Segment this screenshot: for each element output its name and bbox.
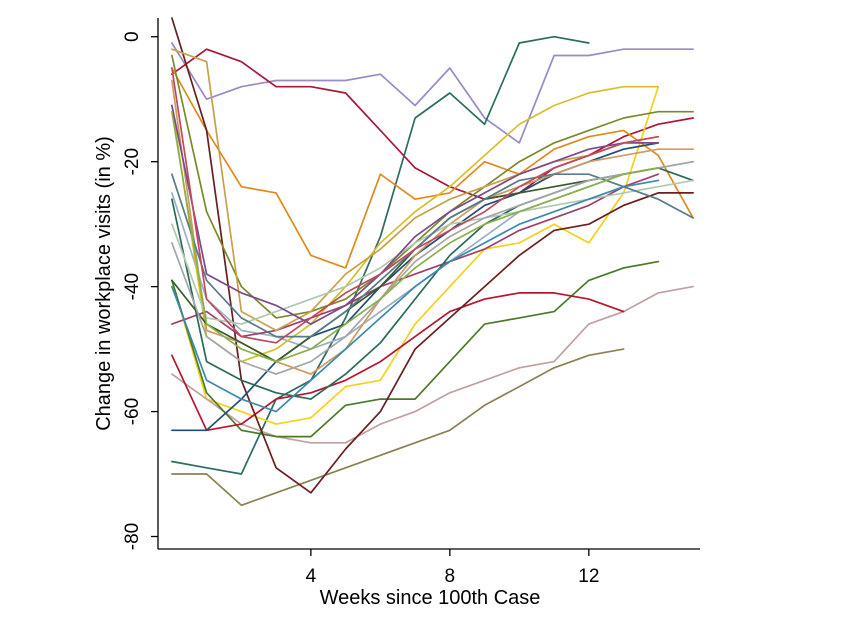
plot-lines	[171, 17, 694, 507]
x-tick-label: 4	[306, 566, 317, 587]
series-line-4	[171, 67, 694, 269]
series-line-26	[171, 110, 660, 363]
series-line-1	[171, 42, 694, 144]
series-line-3	[171, 35, 590, 475]
series-line-9	[171, 292, 625, 432]
series-line-8	[171, 260, 660, 438]
series-line-6	[171, 348, 625, 507]
series-line-23	[171, 67, 660, 344]
series-line-21	[171, 104, 660, 325]
series-line-13	[171, 54, 694, 319]
y-tick-label: -80	[122, 523, 143, 550]
y-axis-ticks: 0 -20 -40 -60 -80	[122, 31, 158, 550]
y-tick-label: 0	[122, 31, 143, 42]
y-tick-label: -40	[122, 273, 143, 300]
x-tick-label: 8	[445, 566, 456, 587]
series-line-19	[171, 48, 660, 332]
series-line-10	[171, 17, 694, 494]
series-line-20	[171, 179, 694, 325]
series-line-7	[171, 285, 694, 444]
series-line-24	[171, 160, 694, 375]
y-tick-label: -20	[122, 148, 143, 175]
y-tick-label: -60	[122, 398, 143, 425]
series-line-15	[171, 173, 660, 338]
series-line-14	[171, 85, 660, 363]
series-line-18	[171, 167, 660, 363]
x-tick-label: 12	[578, 566, 599, 587]
x-axis-label: Weeks since 100th Case	[320, 587, 541, 609]
series-line-25	[171, 179, 660, 413]
x-axis-ticks: 4 8 12	[306, 549, 599, 587]
y-axis-label: Change in workplace visits (in %)	[93, 136, 115, 431]
